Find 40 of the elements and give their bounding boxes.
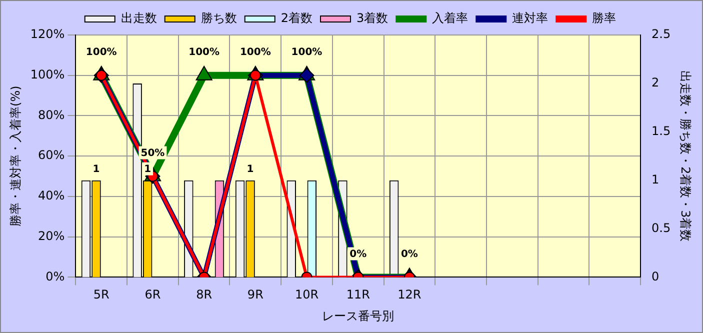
y2-tick-label: 0.5 bbox=[652, 220, 671, 235]
y-tick-label: 80% bbox=[38, 108, 65, 122]
x-tick-label: 5R bbox=[93, 288, 110, 302]
data-label: 50% bbox=[140, 148, 165, 159]
x-axis-title: レース番号別 bbox=[322, 308, 394, 323]
x-tick-label: 10R bbox=[294, 288, 319, 302]
legend-label: 勝ち数 bbox=[200, 11, 237, 26]
data-label: 1 bbox=[92, 164, 100, 175]
data-label: 100% bbox=[240, 46, 271, 58]
legend-label: 3着数 bbox=[356, 11, 388, 26]
data-label: 100% bbox=[188, 46, 220, 58]
x-tick-label: 9R bbox=[247, 288, 264, 302]
y-axis-title: 勝率・連対率・入着率(%) bbox=[8, 86, 22, 226]
y-tick-label: 120% bbox=[30, 27, 65, 42]
legend-label: 2着数 bbox=[280, 11, 313, 26]
legend-label: 入着率 bbox=[432, 11, 468, 26]
y-tick-label: 20% bbox=[38, 228, 65, 243]
y2-tick-label: 2 bbox=[652, 76, 660, 90]
x-tick-label: 8R bbox=[196, 288, 212, 302]
data-label: 0% bbox=[350, 248, 367, 260]
legend-label: 出走数 bbox=[120, 11, 157, 26]
y-tick-label: 0% bbox=[46, 269, 65, 284]
legend-label: 連対率 bbox=[512, 11, 548, 26]
x-tick-label: 6R bbox=[144, 288, 161, 302]
y-tick-label: 40% bbox=[38, 188, 65, 203]
y2-tick-label: 1.5 bbox=[652, 124, 671, 138]
y2-axis-title: 出走数・勝ち数・2着数・3着数 bbox=[678, 70, 693, 242]
data-label: 1 bbox=[144, 164, 152, 175]
y-tick-label: 60% bbox=[38, 148, 65, 162]
x-tick-label: 11R bbox=[346, 288, 370, 302]
data-label: 0% bbox=[400, 248, 418, 260]
data-label: 1 bbox=[246, 164, 254, 175]
x-tick-label: 12R bbox=[398, 288, 422, 302]
y2-tick-label: 2.5 bbox=[652, 27, 671, 42]
y-tick-label: 100% bbox=[30, 67, 65, 82]
data-label: 100% bbox=[86, 46, 117, 58]
legend-label: 勝率 bbox=[592, 11, 616, 26]
y2-tick-label: 0 bbox=[652, 269, 660, 284]
y2-tick-label: 1 bbox=[652, 172, 660, 186]
data-label: 100% bbox=[291, 46, 322, 58]
